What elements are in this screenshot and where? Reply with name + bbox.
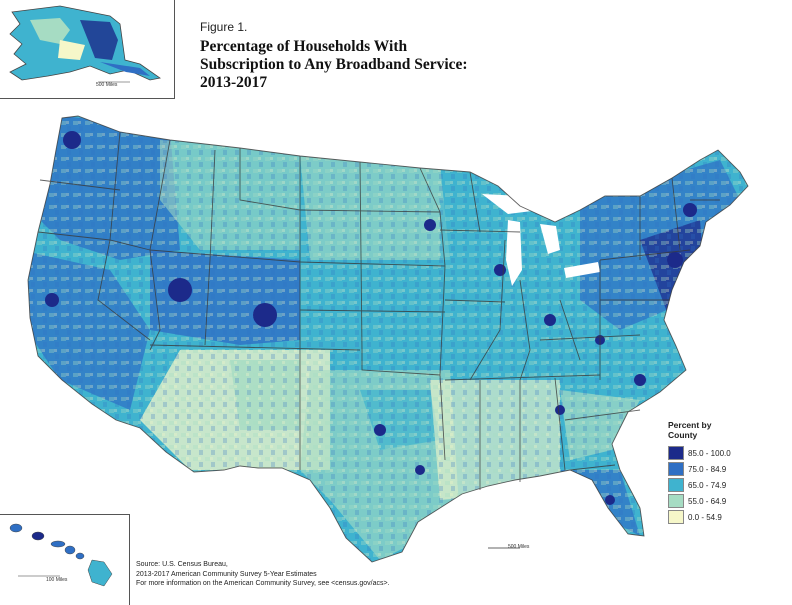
legend-swatch: [668, 510, 684, 524]
legend-item: 0.0 - 54.9: [668, 509, 778, 525]
legend-label: 65.0 - 74.9: [688, 480, 727, 490]
legend-swatch: [668, 462, 684, 476]
hawaii-map: [9, 523, 113, 587]
legend-item: 65.0 - 74.9: [668, 477, 778, 493]
source-line-3: For more information on the American Com…: [136, 580, 390, 587]
source-line-2: 2013-2017 American Community Survey 5-Ye…: [136, 570, 317, 578]
legend-label: 55.0 - 64.9: [688, 496, 727, 506]
hawaii-scale-label: 100 Miles: [46, 577, 68, 583]
figure-label: Figure 1.: [200, 20, 248, 34]
contiguous-us: [28, 116, 748, 562]
legend-swatch: [668, 478, 684, 492]
legend-title: Percent by County: [668, 420, 712, 440]
source-line-1: Source: U.S. Census Bureau,: [136, 561, 228, 568]
legend-item: 55.0 - 64.9: [668, 493, 778, 509]
legend-swatch: [668, 446, 684, 460]
legend-item: 75.0 - 84.9: [668, 461, 778, 477]
legend-swatch: [668, 494, 684, 508]
figure-title: Percentage of Households With Subscripti…: [200, 38, 468, 91]
alaska-scale-label: 500 Miles: [96, 82, 118, 88]
legend-label: 75.0 - 84.9: [688, 464, 727, 474]
state-borders: [27, 115, 749, 563]
legend-label: 85.0 - 100.0: [688, 448, 731, 458]
legend-item: 85.0 - 100.0: [668, 445, 778, 461]
legend-items: 85.0 - 100.0 75.0 - 84.9 65.0 - 74.9 55.0 -…: [668, 445, 778, 525]
main-scale-label: 500 Miles: [508, 544, 530, 550]
source-note: Source: U.S. Census Bureau, 2013-2017 Am…: [136, 560, 390, 589]
alaska-map: [9, 5, 161, 83]
map-legend: Percent by County 85.0 - 100.0 75.0 - 84.…: [668, 420, 778, 525]
legend-label: 0.0 - 54.9: [688, 512, 722, 522]
